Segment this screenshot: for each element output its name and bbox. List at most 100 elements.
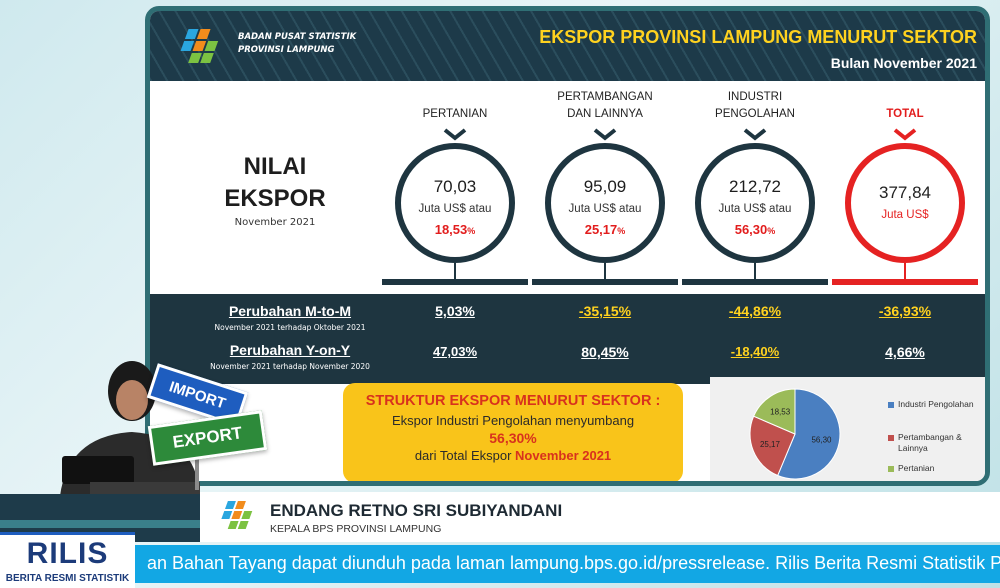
circle-stem xyxy=(604,263,606,279)
pie-slice-0 xyxy=(776,388,841,480)
bps-logo-icon xyxy=(221,501,253,529)
sector-share-value: 56,30 xyxy=(734,222,768,237)
lower-third-nameplate xyxy=(200,492,1000,542)
sector-share: 56,30% xyxy=(701,222,809,237)
presenter-video xyxy=(60,361,200,496)
yoy-label: Perubahan Y-on-Y xyxy=(229,342,351,358)
value-circle: 212,72 Juta US$ atau 56,30% xyxy=(695,143,815,263)
legend-label-line-1: Pertambangan & xyxy=(898,432,962,442)
presenter-role: KEPALA BPS PROVINSI LAMPUNG xyxy=(270,523,442,535)
pie-slice-label-2: 18,53 xyxy=(770,407,791,416)
chevron-down-icon xyxy=(593,128,617,141)
circle-base xyxy=(532,279,678,285)
sector-value: 95,09 xyxy=(583,177,627,196)
sector-label-line-2: PENGOLAHAN xyxy=(715,108,795,120)
pie-slice-1 xyxy=(749,415,796,477)
legend-label-line-2: Lainnya xyxy=(898,443,928,453)
slide-header: BADAN PUSAT STATISTIK PROVINSI LAMPUNG E… xyxy=(150,11,985,81)
chevron-down-icon xyxy=(743,128,767,141)
circle-stem xyxy=(754,263,756,279)
circle-stem xyxy=(904,263,906,279)
sector-unit: Juta US$ atau xyxy=(568,203,642,215)
nilai-title-line-1: NILAI xyxy=(243,153,307,180)
header-pattern xyxy=(150,11,985,81)
legend-label: Industri Pengolahan xyxy=(898,399,974,409)
slide-title: EKSPOR PROVINSI LAMPUNG MENURUT SEKTOR xyxy=(539,27,977,47)
value-circle: 70,03 Juta US$ atau 18,53% xyxy=(395,143,515,263)
sector-unit: Juta US$ atau xyxy=(718,203,792,215)
circle-base xyxy=(682,279,828,285)
yoy-industri: -18,40% xyxy=(730,344,780,359)
mtm-total: -36,93% xyxy=(878,303,932,319)
sector-value: 212,72 xyxy=(729,177,781,196)
legend-item-pertambangan: Pertambangan & Lainnya xyxy=(888,432,962,454)
sector-label: TOTAL xyxy=(830,87,980,123)
struktur-box: STRUKTUR EKSPOR MENURUT SEKTOR : Ekspor … xyxy=(343,383,683,481)
sector-unit: Juta US$ atau xyxy=(418,203,492,215)
struktur-line-3-prefix: dari Total Ekspor xyxy=(414,448,512,463)
circle-stem xyxy=(454,263,456,279)
sector-share-suffix: % xyxy=(617,226,626,236)
sector-label-line-1: PERTAMBANGAN xyxy=(557,91,653,103)
legend-swatch xyxy=(888,435,894,441)
mtm-label: Perubahan M-to-M xyxy=(228,303,352,319)
circle-base xyxy=(832,279,978,285)
sector-label-line-1: PERTANIAN xyxy=(422,108,488,120)
legend-swatch xyxy=(888,402,894,408)
rilis-badge: RILIS BERITA RESMI STATISTIK xyxy=(0,532,135,588)
ticker-text: an Bahan Tayang dapat diunduh pada laman… xyxy=(147,553,1000,573)
struktur-title: STRUKTUR EKSPOR MENURUT SEKTOR : xyxy=(365,393,661,409)
struktur-pct: 56,30% xyxy=(489,430,537,446)
nilai-title-line-2: EKSPOR xyxy=(224,185,326,212)
sector-label: PERTAMBANGAN DAN LAINNYA xyxy=(530,87,680,123)
sector-label: PERTANIAN xyxy=(380,87,530,123)
org-line-2: PROVINSI LAMPUNG xyxy=(238,45,335,55)
sector-share-suffix: % xyxy=(767,226,776,236)
sector-share-value: 18,53 xyxy=(434,222,468,237)
slide-subtitle: Bulan November 2021 xyxy=(830,55,977,71)
pie-chart-panel: 56,30 25,17 18,53 Industri Pengolahan Pert… xyxy=(710,377,985,481)
org-name: BADAN PUSAT STATISTIK PROVINSI LAMPUNG xyxy=(238,31,356,57)
struktur-line-3: dari Total Ekspor November 2021 xyxy=(343,448,683,463)
struktur-line-3-highlight: November 2021 xyxy=(515,448,612,463)
sign-pole xyxy=(195,440,199,490)
sector-share-value: 25,17 xyxy=(584,222,618,237)
chevron-down-icon xyxy=(443,128,467,141)
legend-label: Pertanian xyxy=(898,463,935,473)
sector-share-suffix: % xyxy=(467,226,476,236)
nilai-period: November 2021 xyxy=(234,217,316,228)
bps-logo-icon xyxy=(180,29,219,63)
yoy-pertambangan: 80,45% xyxy=(581,344,629,360)
pie-chart: 56,30 25,17 18,53 xyxy=(749,388,841,480)
legend-item-industri: Industri Pengolahan xyxy=(888,399,974,410)
value-circle: 377,84 Juta US$ xyxy=(845,143,965,263)
org-line-1: BADAN PUSAT STATISTIK xyxy=(238,32,357,42)
value-circle: 95,09 Juta US$ atau 25,17% xyxy=(545,143,665,263)
sector-label-line-1: TOTAL xyxy=(886,108,924,120)
yoy-sublabel: November 2021 terhadap November 2020 xyxy=(210,362,370,371)
nilai-ekspor-title: NILAI EKSPOR xyxy=(190,151,360,215)
chevron-down-icon xyxy=(893,128,917,141)
sector-value: 70,03 xyxy=(433,177,477,196)
yoy-pertanian: 47,03% xyxy=(432,344,478,359)
pie-slice-label-1: 25,17 xyxy=(760,440,781,449)
yoy-total: 4,66% xyxy=(885,344,925,360)
rilis-subtitle: BERITA RESMI STATISTIK xyxy=(5,573,130,584)
sector-unit: Juta US$ xyxy=(881,209,929,221)
mtm-pertambangan: -35,15% xyxy=(578,303,632,319)
legend-item-pertanian: Pertanian xyxy=(888,463,934,474)
news-ticker: an Bahan Tayang dapat diunduh pada laman… xyxy=(135,545,1000,583)
mtm-pertanian: 5,03% xyxy=(435,303,475,319)
sector-label: INDUSTRI PENGOLAHAN xyxy=(680,87,830,123)
presenter-name: ENDANG RETNO SRI SUBIYANDANI xyxy=(270,501,563,520)
circle-base xyxy=(382,279,528,285)
mtm-sublabel: November 2021 terhadap Oktober 2021 xyxy=(214,323,366,332)
sector-label-line-1: INDUSTRI xyxy=(727,91,783,103)
sector-share: 18,53% xyxy=(401,222,509,237)
legend-swatch xyxy=(888,466,894,472)
sector-share: 25,17% xyxy=(551,222,659,237)
sector-value: 377,84 xyxy=(879,183,931,202)
pie-slice-label-0: 56,30 xyxy=(811,435,832,444)
sector-label-line-2: DAN LAINNYA xyxy=(567,108,643,120)
lower-third-accent-stripe xyxy=(0,520,205,528)
